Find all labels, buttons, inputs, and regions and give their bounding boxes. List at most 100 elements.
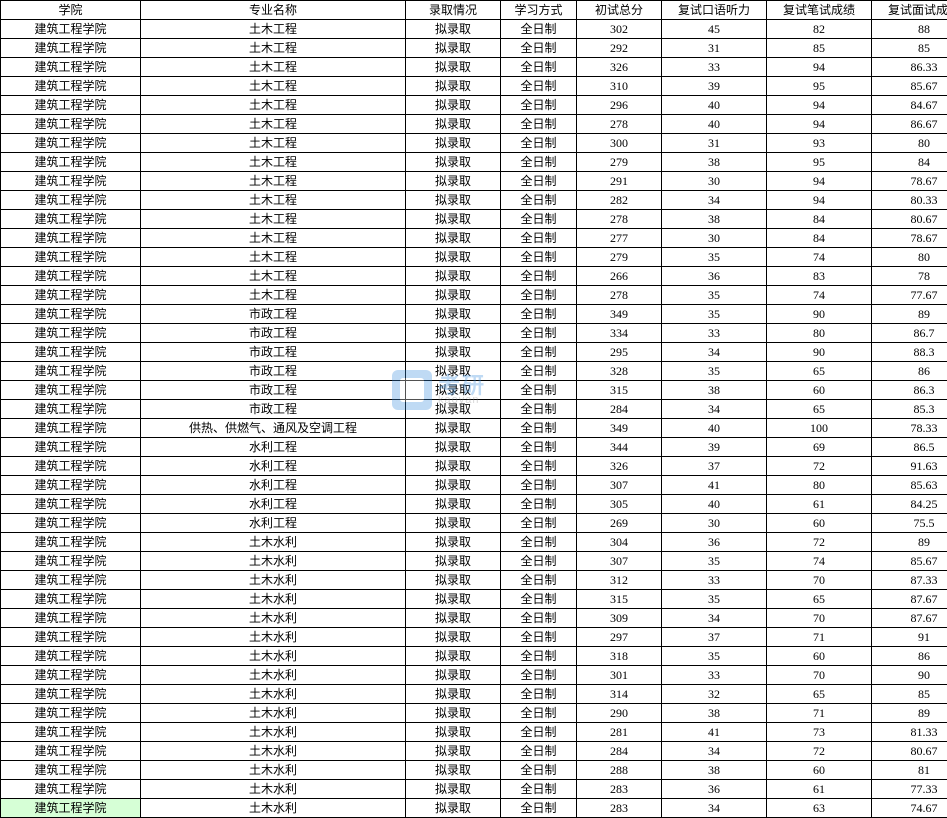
table-cell: 建筑工程学院 xyxy=(1,191,141,210)
table-cell: 84 xyxy=(767,229,872,248)
table-cell: 87.67 xyxy=(872,609,947,628)
table-cell: 建筑工程学院 xyxy=(1,229,141,248)
table-cell: 94 xyxy=(767,191,872,210)
table-row: 建筑工程学院土木工程拟录取全日制291309478.67 xyxy=(1,172,947,191)
table-row: 建筑工程学院土木水利拟录取全日制290387189 xyxy=(1,704,947,723)
table-cell: 拟录取 xyxy=(406,324,501,343)
table-cell: 拟录取 xyxy=(406,229,501,248)
table-row: 建筑工程学院市政工程拟录取全日制349359089 xyxy=(1,305,947,324)
table-cell: 全日制 xyxy=(501,115,577,134)
table-cell: 33 xyxy=(662,324,767,343)
table-cell: 60 xyxy=(767,381,872,400)
table-cell: 全日制 xyxy=(501,438,577,457)
table-cell: 80.67 xyxy=(872,210,947,229)
table-row: 建筑工程学院土木水利拟录取全日制284347280.67 xyxy=(1,742,947,761)
table-cell: 市政工程 xyxy=(141,400,406,419)
table-row: 建筑工程学院土木水利拟录取全日制297377191 xyxy=(1,628,947,647)
table-cell: 建筑工程学院 xyxy=(1,628,141,647)
table-row: 建筑工程学院土木工程拟录取全日制266368378 xyxy=(1,267,947,286)
table-cell: 278 xyxy=(577,210,662,229)
table-row: 建筑工程学院土木水利拟录取全日制318356086 xyxy=(1,647,947,666)
table-row: 建筑工程学院水利工程拟录取全日制305406184.25 xyxy=(1,495,947,514)
table-row: 建筑工程学院市政工程拟录取全日制295349088.3 xyxy=(1,343,947,362)
table-cell: 拟录取 xyxy=(406,39,501,58)
table-cell: 拟录取 xyxy=(406,666,501,685)
table-cell: 84.25 xyxy=(872,495,947,514)
table-cell: 35 xyxy=(662,552,767,571)
col-header-major: 专业名称 xyxy=(141,1,406,20)
table-cell: 拟录取 xyxy=(406,134,501,153)
table-cell: 土木工程 xyxy=(141,96,406,115)
table-cell: 建筑工程学院 xyxy=(1,666,141,685)
table-cell: 95 xyxy=(767,77,872,96)
table-cell: 土木工程 xyxy=(141,115,406,134)
table-cell: 土木水利 xyxy=(141,552,406,571)
table-cell: 78 xyxy=(872,267,947,286)
table-cell: 69 xyxy=(767,438,872,457)
table-cell: 100 xyxy=(767,419,872,438)
table-cell: 315 xyxy=(577,381,662,400)
table-cell: 建筑工程学院 xyxy=(1,153,141,172)
table-cell: 拟录取 xyxy=(406,267,501,286)
table-cell: 拟录取 xyxy=(406,742,501,761)
table-cell: 拟录取 xyxy=(406,590,501,609)
table-row: 建筑工程学院市政工程拟录取全日制315386086.3 xyxy=(1,381,947,400)
table-cell: 全日制 xyxy=(501,210,577,229)
table-row: 建筑工程学院土木工程拟录取全日制302458288 xyxy=(1,20,947,39)
table-cell: 85.67 xyxy=(872,77,947,96)
table-cell: 302 xyxy=(577,20,662,39)
table-cell: 32 xyxy=(662,685,767,704)
table-cell: 土木水利 xyxy=(141,571,406,590)
table-cell: 34 xyxy=(662,742,767,761)
table-cell: 349 xyxy=(577,305,662,324)
table-cell: 土木工程 xyxy=(141,210,406,229)
table-cell: 74.67 xyxy=(872,799,947,818)
table-cell: 78.67 xyxy=(872,229,947,248)
table-cell: 市政工程 xyxy=(141,324,406,343)
table-cell: 40 xyxy=(662,115,767,134)
table-cell: 78.33 xyxy=(872,419,947,438)
table-cell: 全日制 xyxy=(501,495,577,514)
table-cell: 土木水利 xyxy=(141,590,406,609)
table-cell: 82 xyxy=(767,20,872,39)
table-cell: 39 xyxy=(662,77,767,96)
table-row: 建筑工程学院水利工程拟录取全日制307418085.63 xyxy=(1,476,947,495)
table-cell: 土木水利 xyxy=(141,723,406,742)
table-cell: 建筑工程学院 xyxy=(1,742,141,761)
table-cell: 全日制 xyxy=(501,514,577,533)
table-cell: 85.67 xyxy=(872,552,947,571)
table-cell: 279 xyxy=(577,153,662,172)
table-cell: 全日制 xyxy=(501,134,577,153)
table-cell: 全日制 xyxy=(501,324,577,343)
table-cell: 全日制 xyxy=(501,20,577,39)
table-cell: 91 xyxy=(872,628,947,647)
table-cell: 326 xyxy=(577,457,662,476)
table-cell: 全日制 xyxy=(501,552,577,571)
table-cell: 72 xyxy=(767,457,872,476)
table-cell: 全日制 xyxy=(501,780,577,799)
table-row: 建筑工程学院土木水利拟录取全日制283346374.67 xyxy=(1,799,947,818)
table-cell: 全日制 xyxy=(501,457,577,476)
table-cell: 拟录取 xyxy=(406,571,501,590)
table-cell: 80 xyxy=(872,134,947,153)
table-cell: 86.33 xyxy=(872,58,947,77)
table-cell: 土木水利 xyxy=(141,666,406,685)
table-cell: 建筑工程学院 xyxy=(1,647,141,666)
table-cell: 78.67 xyxy=(872,172,947,191)
table-cell: 84 xyxy=(872,153,947,172)
table-cell: 建筑工程学院 xyxy=(1,552,141,571)
admissions-table: 学院 专业名称 录取情况 学习方式 初试总分 复试口语听力 复试笔试成绩 复试面… xyxy=(0,0,947,818)
table-cell: 84 xyxy=(767,210,872,229)
table-cell: 土木水利 xyxy=(141,685,406,704)
table-cell: 87.33 xyxy=(872,571,947,590)
table-cell: 40 xyxy=(662,96,767,115)
table-body: 建筑工程学院土木工程拟录取全日制302458288建筑工程学院土木工程拟录取全日… xyxy=(1,20,947,818)
table-cell: 326 xyxy=(577,58,662,77)
table-row: 建筑工程学院水利工程拟录取全日制326377291.63 xyxy=(1,457,947,476)
table-cell: 土木工程 xyxy=(141,58,406,77)
table-cell: 建筑工程学院 xyxy=(1,20,141,39)
table-cell: 30 xyxy=(662,229,767,248)
table-cell: 拟录取 xyxy=(406,457,501,476)
table-cell: 93 xyxy=(767,134,872,153)
table-cell: 61 xyxy=(767,495,872,514)
